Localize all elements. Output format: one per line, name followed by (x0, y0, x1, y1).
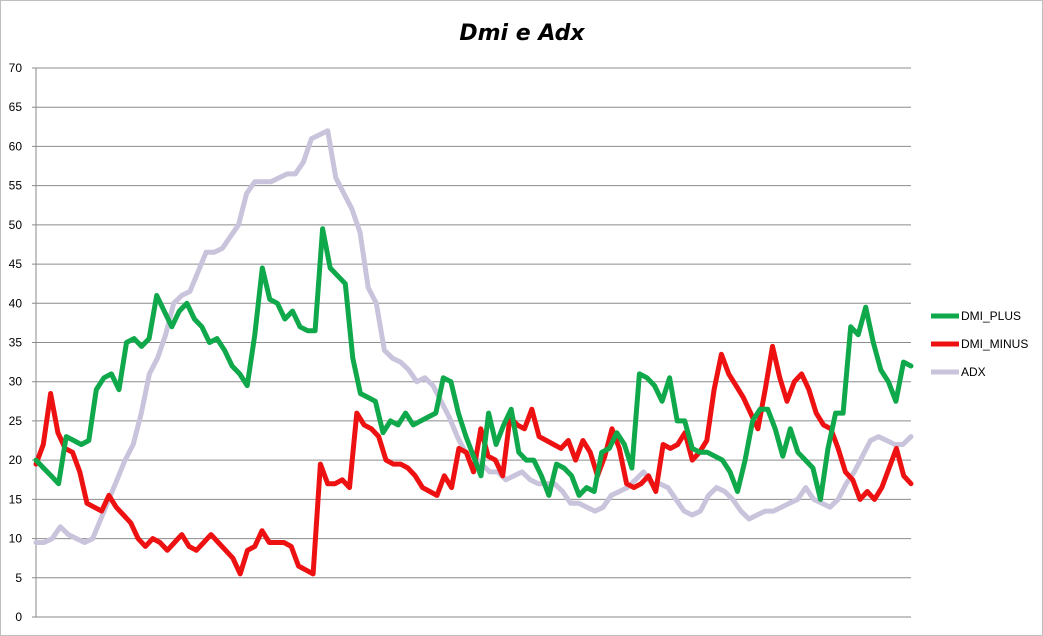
legend-label: DMI_PLUS (961, 309, 1021, 323)
legend: DMI_PLUS DMI_MINUS ADX (931, 309, 1028, 379)
series-line-dmi-plus (33, 226, 914, 502)
y-tick-label: 25 (9, 414, 23, 428)
y-tick-label: 55 (9, 179, 23, 193)
y-axis-ticks: 0 5 10 15 20 25 30 35 40 45 50 55 60 65 70 (9, 61, 23, 624)
y-tick-label: 5 (15, 571, 22, 585)
series-line-dmi-minus (33, 343, 914, 577)
gridlines (32, 67, 911, 618)
y-tick-label: 60 (9, 139, 23, 153)
series-line-adx (33, 128, 914, 545)
y-tick-label: 50 (9, 218, 23, 232)
y-tick-label: 0 (15, 610, 22, 624)
y-tick-label: 70 (9, 61, 23, 75)
legend-label: ADX (961, 365, 986, 379)
series-lines (33, 128, 914, 577)
chart-title: Dmi e Adx (459, 21, 585, 46)
y-tick-label: 20 (9, 453, 23, 467)
y-tick-label: 15 (9, 492, 23, 506)
y-tick-label: 30 (9, 375, 23, 389)
y-tick-label: 40 (9, 296, 23, 310)
y-tick-label: 10 (9, 532, 23, 546)
y-tick-label: 35 (9, 336, 23, 350)
y-tick-label: 45 (9, 257, 23, 271)
y-tick-label: 65 (9, 100, 23, 114)
legend-label: DMI_MINUS (961, 337, 1028, 351)
